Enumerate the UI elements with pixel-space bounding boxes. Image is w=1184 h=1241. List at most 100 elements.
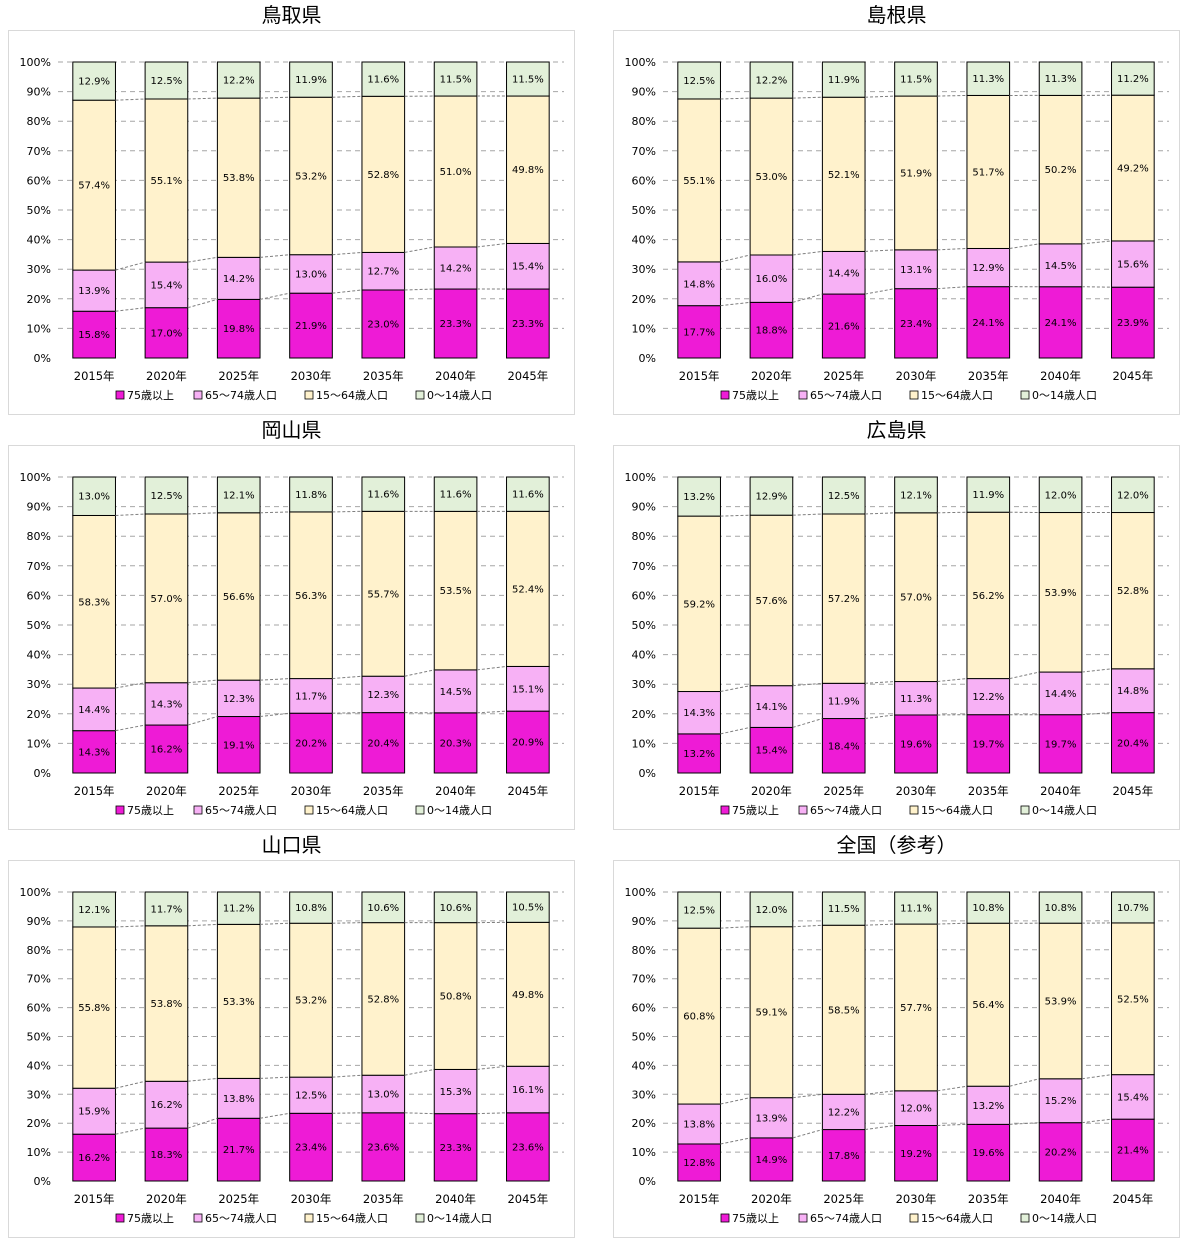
series-connector-line <box>260 1077 290 1078</box>
series-connector-line <box>332 1075 362 1077</box>
data-label: 11.9% <box>972 490 1004 501</box>
data-label: 49.8% <box>512 990 544 1001</box>
y-tick-label: 40% <box>632 234 656 247</box>
y-tick-label: 30% <box>632 1088 656 1101</box>
x-tick-label: 2015年 <box>74 784 115 798</box>
series-connector-line <box>1082 1075 1112 1079</box>
data-label: 53.9% <box>1045 996 1077 1007</box>
data-label: 55.1% <box>683 176 715 187</box>
data-label: 12.0% <box>1117 490 1149 501</box>
data-label: 57.0% <box>151 594 183 605</box>
data-label: 14.3% <box>151 699 183 710</box>
data-label: 14.4% <box>1045 689 1077 700</box>
legend-swatch <box>116 806 124 814</box>
y-tick-label: 80% <box>27 115 51 128</box>
series-connector-line <box>477 711 507 713</box>
series-connector-line <box>1082 1119 1112 1123</box>
data-label: 20.4% <box>1117 738 1149 749</box>
series-connector-line <box>865 682 895 684</box>
series-connector-line <box>720 686 750 692</box>
y-tick-label: 40% <box>632 1059 656 1072</box>
data-label: 21.4% <box>1117 1146 1149 1157</box>
data-label: 14.1% <box>756 702 788 713</box>
y-tick-label: 10% <box>632 322 656 335</box>
y-tick-label: 30% <box>632 678 656 691</box>
data-label: 53.8% <box>151 999 183 1010</box>
data-label: 12.3% <box>367 690 399 701</box>
series-connector-line <box>720 302 750 305</box>
data-label: 12.8% <box>683 1158 715 1169</box>
data-label: 50.8% <box>440 992 472 1003</box>
y-tick-label: 90% <box>632 501 656 514</box>
x-tick-label: 2045年 <box>507 1192 548 1206</box>
y-tick-label: 90% <box>27 501 51 514</box>
series-connector-line <box>477 1066 507 1069</box>
legend-swatch <box>116 1214 124 1222</box>
series-connector-line <box>793 514 823 515</box>
series-connector-line <box>332 252 362 254</box>
x-tick-label: 2015年 <box>679 784 720 798</box>
legend-swatch <box>721 806 729 814</box>
series-connector-line <box>865 715 895 719</box>
series-connector-line <box>188 257 218 262</box>
data-label: 14.2% <box>440 264 472 275</box>
data-label: 23.9% <box>1117 318 1149 329</box>
data-label: 17.8% <box>828 1151 860 1162</box>
data-label: 23.3% <box>440 319 472 330</box>
chart-title: 岡山県 <box>8 415 575 445</box>
data-label: 13.2% <box>972 1101 1004 1112</box>
data-label: 12.3% <box>223 694 255 705</box>
data-label: 20.2% <box>295 739 327 750</box>
data-label: 19.6% <box>900 739 932 750</box>
data-label: 11.3% <box>900 694 932 705</box>
data-label: 51.7% <box>972 167 1004 178</box>
series-connector-line <box>260 923 290 924</box>
chart-panel-okayama: 岡山県 0%10%20%30%40%50%60%70%80%90%100%201… <box>8 415 575 830</box>
legend-label: 0～14歳人口 <box>427 389 492 402</box>
y-tick-label: 100% <box>20 471 51 484</box>
legend-swatch <box>910 391 918 399</box>
data-label: 52.4% <box>512 584 544 595</box>
data-label: 53.2% <box>295 171 327 182</box>
series-connector-line <box>937 95 967 96</box>
data-label: 12.9% <box>78 77 110 88</box>
data-label: 10.8% <box>295 903 327 914</box>
series-connector-line <box>793 251 823 255</box>
legend-swatch <box>910 1214 918 1222</box>
data-label: 52.8% <box>1117 586 1149 597</box>
legend-label: 0～14歳人口 <box>427 804 492 817</box>
legend-swatch <box>799 806 807 814</box>
y-tick-label: 50% <box>27 204 51 217</box>
series-connector-line <box>405 247 435 252</box>
x-tick-label: 2040年 <box>435 1192 476 1206</box>
series-connector-line <box>937 923 967 924</box>
data-label: 11.6% <box>367 75 399 86</box>
x-tick-label: 2045年 <box>1112 1192 1153 1206</box>
legend-label: 15～64歳人口 <box>316 1212 388 1225</box>
y-tick-label: 50% <box>632 1031 656 1044</box>
y-tick-label: 100% <box>625 56 656 69</box>
data-label: 14.3% <box>78 747 110 758</box>
data-label: 11.9% <box>295 75 327 86</box>
y-tick-label: 20% <box>27 1117 51 1130</box>
data-label: 17.0% <box>151 328 183 339</box>
data-label: 11.2% <box>223 904 255 915</box>
legend-swatch <box>910 806 918 814</box>
data-label: 12.0% <box>900 1104 932 1115</box>
data-label: 13.0% <box>367 1090 399 1101</box>
y-tick-label: 0% <box>34 767 51 780</box>
y-tick-label: 80% <box>27 944 51 957</box>
data-label: 23.6% <box>512 1142 544 1153</box>
series-connector-line <box>188 299 218 307</box>
y-tick-label: 10% <box>27 1146 51 1159</box>
x-tick-label: 2045年 <box>1112 369 1153 383</box>
series-connector-line <box>260 1113 290 1118</box>
data-label: 53.3% <box>223 997 255 1008</box>
x-tick-label: 2035年 <box>968 1192 1009 1206</box>
series-connector-line <box>477 1113 507 1114</box>
series-connector-line <box>115 99 145 100</box>
legend-label: 65～74歳人口 <box>810 804 882 817</box>
data-label: 13.9% <box>756 1113 788 1124</box>
